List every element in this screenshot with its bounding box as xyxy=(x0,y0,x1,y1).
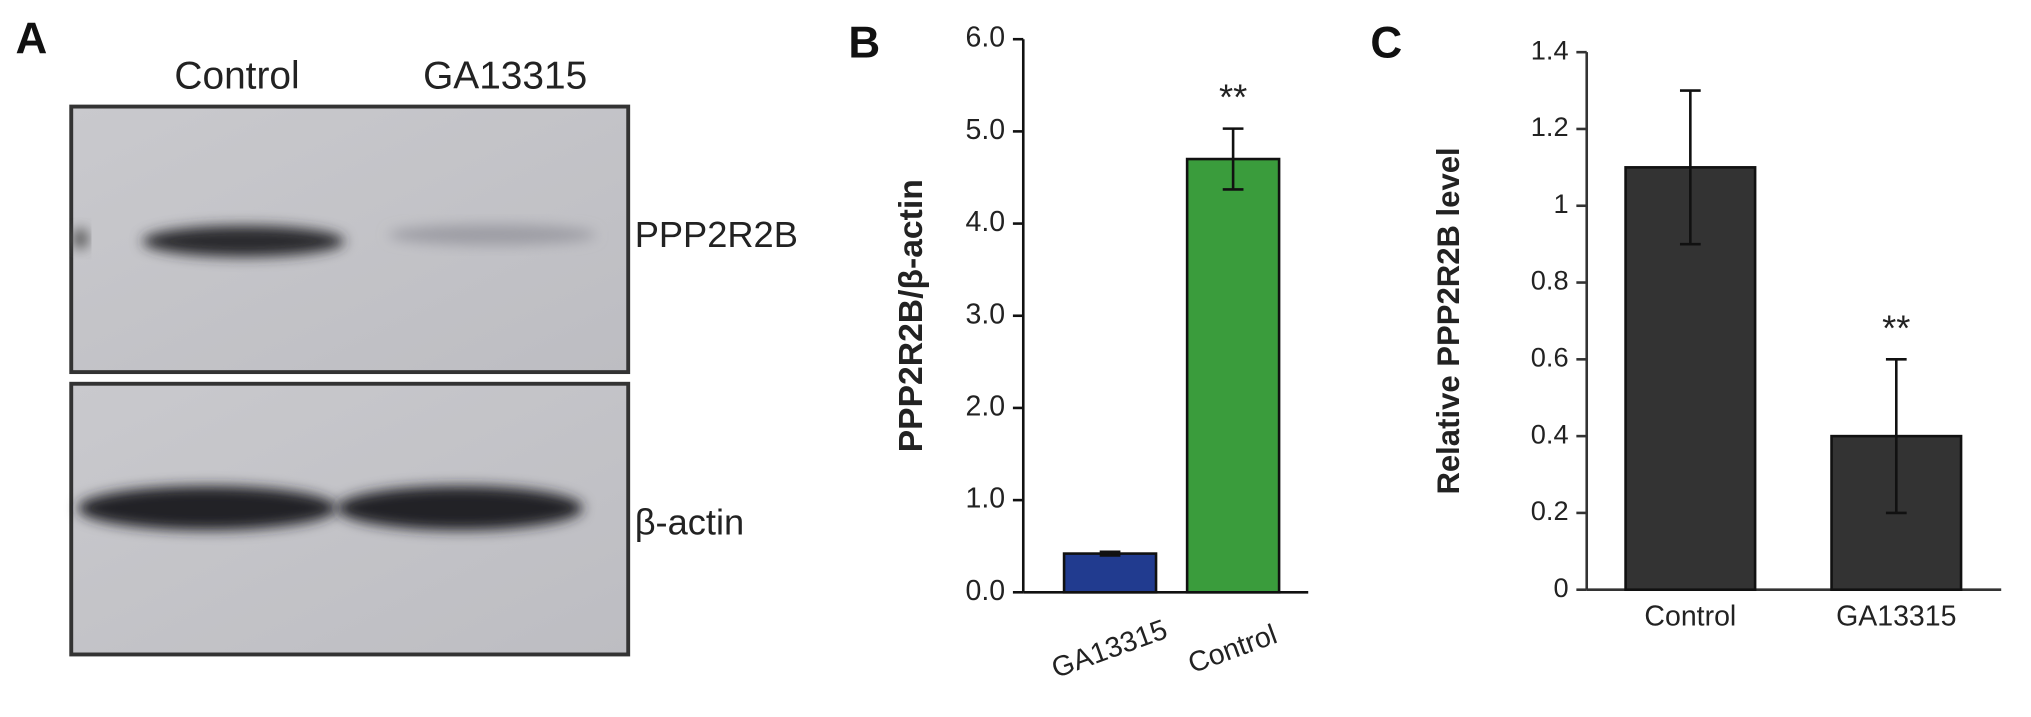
y-tick-label: 1 xyxy=(1553,188,1568,219)
significance: ** xyxy=(1219,77,1247,118)
y-axis-label: PPP2R2B/β-actin xyxy=(893,179,930,452)
x-tick-label: Control xyxy=(1184,618,1281,679)
band xyxy=(336,486,583,531)
y-tick-label: 0.6 xyxy=(1531,342,1569,373)
x-tick-label: GA13315 xyxy=(1048,614,1172,685)
bar xyxy=(1062,552,1158,594)
panel-letter: B xyxy=(848,18,880,67)
y-tick-label: 0.8 xyxy=(1531,265,1569,296)
error-bar xyxy=(1222,127,1244,191)
y-tick-label: 5.0 xyxy=(966,114,1006,146)
band xyxy=(388,224,596,246)
panel-letter: A xyxy=(16,14,48,63)
y-tick-label: 1.2 xyxy=(1531,111,1569,142)
y-tick-label: 0.2 xyxy=(1531,495,1569,526)
error-bar xyxy=(1099,550,1121,557)
significance: ** xyxy=(1882,307,1910,348)
y-tick-label: 0 xyxy=(1553,572,1568,603)
row-label: PPP2R2B xyxy=(635,214,798,255)
y-tick-label: 0.4 xyxy=(1531,418,1569,449)
y-tick-label: 4.0 xyxy=(966,206,1006,238)
y-tick-label: 6.0 xyxy=(966,22,1006,54)
x-tick-label: GA13315 xyxy=(1836,601,1956,633)
band xyxy=(142,225,345,257)
y-tick-label: 0.0 xyxy=(966,575,1006,607)
error-bar xyxy=(1885,358,1907,515)
lane-label: Control xyxy=(174,54,299,97)
error-bar xyxy=(1679,89,1701,246)
y-tick-label: 1.4 xyxy=(1531,34,1569,65)
y-tick-label: 2.0 xyxy=(966,390,1006,422)
y-axis-label: Relative PPP2R2B level xyxy=(1431,147,1466,494)
band xyxy=(77,486,337,531)
panel-letter: C xyxy=(1370,18,1402,67)
bar xyxy=(1185,157,1281,594)
row-label: β-actin xyxy=(635,502,745,543)
x-tick-label: Control xyxy=(1644,601,1736,633)
y-tick-label: 3.0 xyxy=(966,298,1006,330)
lane-label: GA13315 xyxy=(423,54,587,97)
y-tick-label: 1.0 xyxy=(966,483,1006,515)
band xyxy=(72,228,89,250)
